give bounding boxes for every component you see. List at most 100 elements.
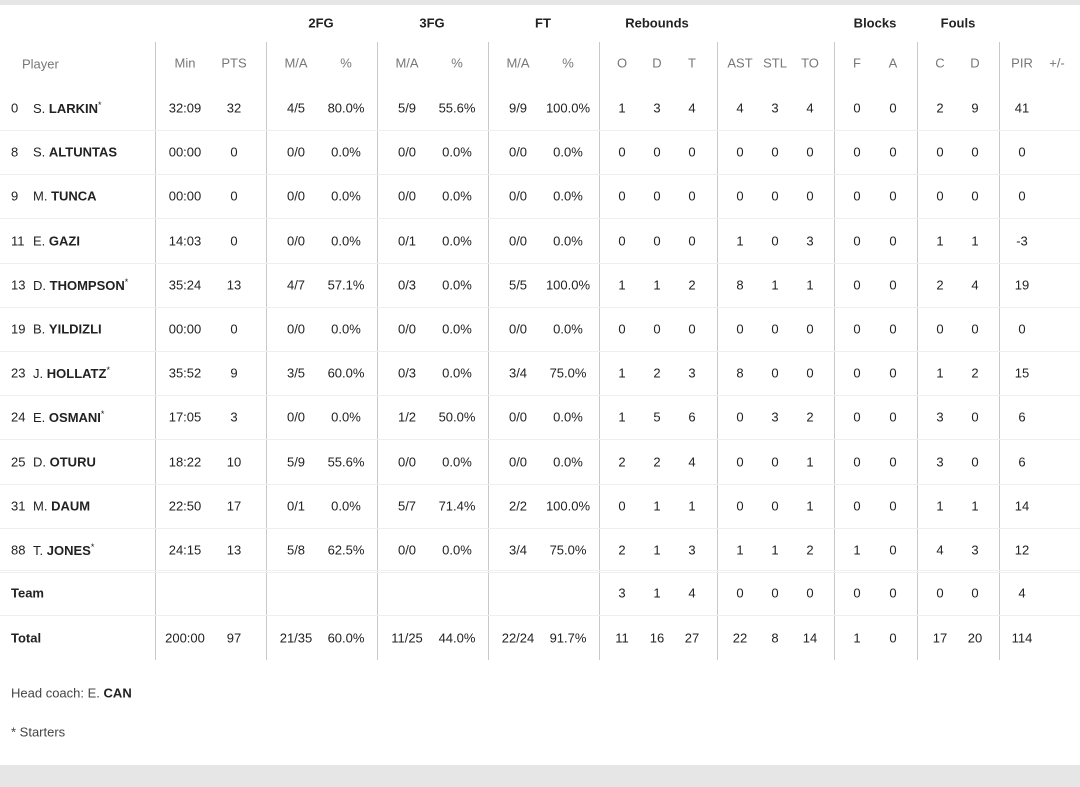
column-header: O bbox=[616, 55, 628, 71]
player-name[interactable]: T. JONES* bbox=[33, 542, 94, 558]
stat-cell: 14 bbox=[802, 630, 818, 646]
stat-cell: 9 bbox=[971, 100, 979, 116]
stat-cell: 18:22 bbox=[168, 454, 202, 470]
player-name[interactable]: M. TUNCA bbox=[33, 189, 97, 204]
player-name[interactable]: D. THOMPSON* bbox=[33, 277, 128, 293]
stat-cell: 0 bbox=[971, 321, 979, 337]
stat-cell: 0 bbox=[889, 233, 897, 249]
player-name[interactable]: J. HOLLATZ* bbox=[33, 365, 110, 381]
player-name[interactable]: S. LARKIN* bbox=[33, 100, 102, 116]
stat-cell: 0 bbox=[230, 321, 238, 337]
player-first-initial: J. bbox=[33, 366, 44, 382]
stat-cell: 2 bbox=[971, 365, 979, 381]
stat-cell: 0.0% bbox=[331, 498, 361, 514]
stat-cell: 3 bbox=[936, 454, 944, 470]
stat-cell: 0.0% bbox=[331, 233, 361, 249]
stat-cell: 0/1 bbox=[397, 233, 417, 249]
stat-cell: 5 bbox=[653, 409, 661, 425]
stat-cell: 0 bbox=[736, 498, 744, 514]
starter-mark: * bbox=[106, 365, 110, 376]
player-name[interactable]: E. GAZI bbox=[33, 233, 80, 248]
row-divider bbox=[0, 570, 1080, 571]
column-header: TO bbox=[801, 55, 819, 71]
starter-mark: * bbox=[98, 99, 102, 110]
stat-cell: 0 bbox=[806, 188, 814, 204]
stat-cell: 0.0% bbox=[442, 454, 472, 470]
stat-cell: 80.0% bbox=[327, 100, 365, 116]
stat-cell: 0.0% bbox=[331, 321, 361, 337]
stat-cell: 5/9 bbox=[286, 454, 306, 470]
stat-cell: 0 bbox=[971, 188, 979, 204]
stat-cell: 0 bbox=[853, 144, 861, 160]
stat-cell: 4 bbox=[971, 277, 979, 293]
stat-cell: 0 bbox=[806, 585, 814, 601]
stat-cell: 60.0% bbox=[327, 365, 365, 381]
stat-cell: 0 bbox=[889, 100, 897, 116]
stat-cell: 0 bbox=[771, 498, 779, 514]
player-last-name: ALTUNTAS bbox=[48, 144, 118, 160]
stat-cell: 0 bbox=[653, 233, 661, 249]
stat-cell: 97 bbox=[226, 630, 242, 646]
stat-cell: 100.0% bbox=[545, 100, 591, 116]
stat-cell: 2 bbox=[806, 542, 814, 558]
stat-cell: 0/0 bbox=[397, 321, 417, 337]
player-name[interactable]: B. YILDIZLI bbox=[33, 322, 102, 337]
stat-cell: 24:15 bbox=[168, 542, 202, 558]
player-name[interactable]: S. ALTUNTAS bbox=[33, 145, 117, 160]
group-header: Rebounds bbox=[625, 15, 689, 31]
stat-cell: 0 bbox=[889, 630, 897, 646]
stat-cell: 0 bbox=[971, 454, 979, 470]
stat-cell: 3 bbox=[688, 365, 696, 381]
stat-cell: 0 bbox=[688, 144, 696, 160]
stat-cell: 4/7 bbox=[286, 277, 306, 293]
stat-cell: 0.0% bbox=[442, 188, 472, 204]
column-header: D bbox=[652, 55, 662, 71]
stat-cell: 27 bbox=[684, 630, 700, 646]
column-header: T bbox=[688, 55, 696, 71]
stat-cell: 3/4 bbox=[508, 365, 528, 381]
stat-cell: 0.0% bbox=[442, 365, 472, 381]
stat-cell: 2 bbox=[618, 454, 626, 470]
stat-cell: 71.4% bbox=[438, 498, 476, 514]
row-divider bbox=[0, 262, 1080, 264]
stat-cell: 0 bbox=[889, 321, 897, 337]
stat-cell: 0 bbox=[853, 365, 861, 381]
row-divider bbox=[0, 218, 1080, 220]
player-number: 8 bbox=[11, 144, 19, 160]
stat-cell: 0 bbox=[971, 144, 979, 160]
stat-cell: 1 bbox=[971, 233, 979, 249]
stat-cell: 0 bbox=[653, 144, 661, 160]
stat-cell: 1 bbox=[618, 277, 626, 293]
player-name[interactable]: D. OTURU bbox=[33, 454, 96, 469]
player-number: 31 bbox=[11, 498, 26, 514]
stat-cell: 0 bbox=[889, 585, 897, 601]
stat-cell: 0 bbox=[771, 188, 779, 204]
stat-cell: 0 bbox=[853, 277, 861, 293]
group-header: FT bbox=[535, 15, 551, 31]
stat-cell: 0.0% bbox=[442, 277, 472, 293]
player-last-name: YILDIZLI bbox=[48, 321, 102, 337]
stat-cell: 0 bbox=[806, 144, 814, 160]
stat-cell: 32:09 bbox=[168, 100, 202, 116]
stat-cell: 1 bbox=[736, 233, 744, 249]
player-name[interactable]: M. DAUM bbox=[33, 498, 90, 513]
stat-cell: 0 bbox=[771, 321, 779, 337]
player-name[interactable]: E. OSMANI* bbox=[33, 409, 104, 425]
player-number: 19 bbox=[11, 321, 26, 337]
bottom-bar bbox=[0, 765, 1080, 787]
stat-cell: 13 bbox=[226, 277, 242, 293]
stat-cell: 12 bbox=[1014, 542, 1030, 558]
column-header: A bbox=[888, 55, 898, 71]
stat-cell: 3 bbox=[936, 409, 944, 425]
row-divider bbox=[0, 351, 1080, 352]
player-first-initial: S. bbox=[33, 144, 46, 160]
stat-cell: 0 bbox=[230, 233, 238, 249]
stat-cell: 0 bbox=[618, 498, 626, 514]
stat-cell: 0.0% bbox=[442, 144, 472, 160]
stat-cell: 75.0% bbox=[549, 365, 587, 381]
player-number: 23 bbox=[11, 365, 26, 381]
stat-cell: 00:00 bbox=[168, 188, 202, 204]
stat-cell: 0 bbox=[618, 188, 626, 204]
stat-cell: 8 bbox=[736, 277, 744, 293]
stat-cell: 8 bbox=[736, 365, 744, 381]
